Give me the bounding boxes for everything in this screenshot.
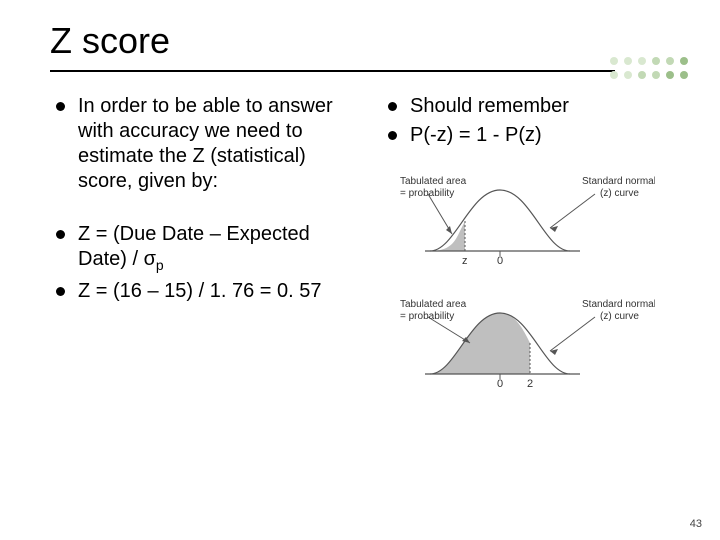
label-z-curve-2: (z) curve — [600, 311, 639, 322]
page-number: 43 — [690, 518, 702, 530]
sigma-subscript: p — [156, 257, 164, 273]
bullet-left-2-text: Z = (Due Date – Expected Date) / σ — [78, 223, 310, 270]
label-std-normal-2: Standard normal — [582, 299, 655, 310]
axis-label-0-b: 0 — [497, 378, 503, 390]
label-eq-prob-2: = probability — [400, 311, 454, 322]
axis-label-2: 2 — [527, 378, 533, 390]
axis-label-0-a: 0 — [497, 255, 503, 267]
label-tab-area-2: Tabulated area — [400, 299, 467, 310]
bullet-right-2: P(-z) = 1 - P(z) — [382, 123, 662, 148]
axis-label-z: z — [462, 255, 468, 267]
label-z-curve-1: (z) curve — [600, 188, 639, 199]
label-eq-prob-1: = probability — [400, 188, 454, 199]
content-area: In order to be able to answer with accur… — [50, 94, 670, 422]
label-tab-area-1: Tabulated area — [400, 176, 467, 187]
decorative-dots — [604, 54, 694, 92]
bullet-left-1: In order to be able to answer with accur… — [50, 94, 350, 194]
right-column: Should remember P(-z) = 1 - P(z) — [382, 94, 662, 422]
bullet-left-3: Z = (16 – 15) / 1. 76 = 0. 57 — [50, 279, 350, 304]
label-std-normal-1: Standard normal — [582, 176, 655, 187]
slide-title: Z score — [50, 20, 670, 62]
left-column: In order to be able to answer with accur… — [50, 94, 350, 422]
bullet-left-2: Z = (Due Date – Expected Date) / σp — [50, 222, 350, 275]
normal-curve-diagram-1: Tabulated area = probability Standard no… — [400, 176, 662, 281]
normal-curve-diagram-2: Tabulated area = probability Standard no… — [400, 299, 662, 404]
title-underline — [50, 70, 615, 72]
bullet-right-1: Should remember — [382, 94, 662, 119]
